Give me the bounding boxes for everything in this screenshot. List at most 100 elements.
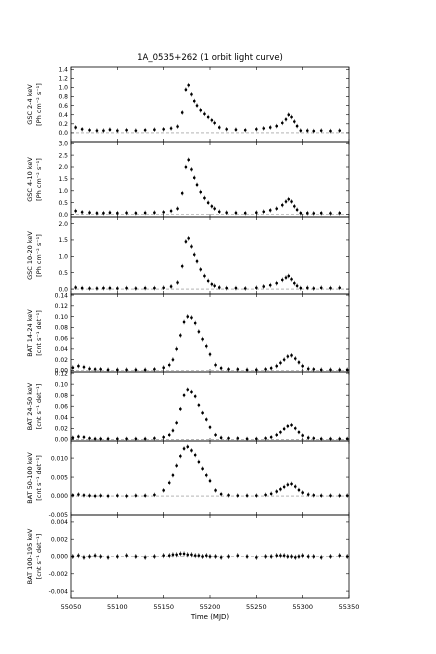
data-point	[338, 368, 342, 372]
y-tick-label: 2.5	[58, 152, 68, 159]
data-point	[287, 274, 291, 278]
data-point	[279, 361, 282, 365]
data-point	[143, 437, 147, 441]
data-point	[95, 211, 99, 215]
data-point	[280, 278, 284, 282]
data-point	[268, 283, 272, 287]
data-point	[301, 364, 304, 368]
data-point	[102, 211, 105, 215]
data-point	[217, 126, 221, 129]
y-tick-label: 1.4	[58, 66, 68, 73]
y-tick-label: 0.2	[58, 121, 68, 128]
data-point	[306, 555, 310, 558]
data-point	[143, 556, 147, 559]
data-point	[167, 554, 171, 557]
data-point	[201, 411, 204, 415]
x-tick-label: 55100	[107, 603, 128, 611]
data-point	[190, 168, 193, 171]
data-point	[153, 368, 156, 371]
data-point	[153, 286, 156, 290]
data-point	[245, 555, 249, 558]
data-point	[102, 129, 105, 132]
y-tick-label: -0.004	[49, 588, 69, 595]
data-point	[187, 83, 190, 87]
data-point	[269, 555, 273, 558]
data-point	[255, 286, 258, 290]
data-point	[187, 236, 190, 240]
data-point	[106, 556, 110, 559]
data-point	[275, 124, 279, 128]
data-point	[290, 277, 293, 281]
y-tick-label: 0.08	[55, 325, 69, 332]
data-point	[93, 437, 97, 441]
data-point	[275, 554, 279, 557]
data-point	[88, 128, 91, 132]
data-point	[180, 264, 184, 268]
data-point	[329, 212, 332, 215]
y-tick-label: 0.14	[55, 292, 69, 299]
data-point	[95, 129, 99, 132]
data-point	[80, 286, 84, 290]
data-point	[153, 493, 156, 497]
data-point	[227, 368, 230, 371]
data-point	[197, 460, 201, 464]
data-point	[214, 433, 217, 437]
data-point	[77, 435, 80, 438]
data-point	[167, 433, 171, 437]
data-point	[71, 436, 75, 439]
data-point	[143, 286, 147, 290]
data-point	[297, 361, 301, 364]
data-point	[227, 436, 230, 440]
x-tick-label: 55050	[61, 603, 82, 611]
data-point	[329, 437, 332, 441]
data-point	[210, 118, 214, 122]
y-tick-label: 0.004	[51, 519, 68, 526]
data-point	[286, 355, 290, 358]
data-point	[319, 211, 323, 215]
y-tick-label: 1.2	[58, 76, 68, 83]
y-tick-label: 1.0	[58, 85, 68, 92]
y-tick-label: 1.5	[58, 237, 68, 244]
data-point	[179, 334, 182, 337]
data-point	[88, 555, 91, 558]
data-point	[169, 127, 173, 130]
data-point	[82, 435, 86, 439]
data-point	[282, 427, 286, 431]
data-point	[306, 286, 309, 290]
data-point	[182, 447, 186, 450]
data-point	[203, 112, 206, 116]
data-point	[293, 357, 297, 360]
data-point	[162, 554, 165, 557]
data-point	[99, 368, 102, 371]
y-tick-label: 0.00	[55, 368, 69, 375]
y-tick-label: 0.000	[51, 554, 68, 561]
data-point	[184, 240, 188, 243]
data-point	[295, 284, 299, 288]
data-point	[275, 207, 279, 210]
data-point	[280, 203, 284, 207]
data-point	[108, 211, 112, 215]
data-point	[201, 555, 204, 558]
data-point	[213, 207, 216, 210]
data-point	[125, 494, 128, 498]
data-point	[143, 494, 147, 497]
data-point	[175, 553, 178, 557]
data-point	[255, 127, 258, 131]
y-axis-label: [cnt s⁻¹ det⁻¹]	[35, 534, 43, 580]
data-point	[306, 211, 309, 215]
data-point	[162, 489, 165, 492]
data-point	[319, 368, 323, 372]
data-point	[201, 467, 204, 471]
data-point	[179, 407, 182, 411]
data-point	[329, 129, 332, 133]
data-point	[169, 209, 173, 213]
data-point	[345, 494, 349, 497]
data-point	[99, 555, 102, 558]
data-point	[88, 367, 91, 371]
data-point	[108, 286, 112, 290]
data-point	[284, 200, 288, 203]
y-tick-label: 1.0	[58, 188, 68, 195]
data-point	[204, 418, 208, 421]
